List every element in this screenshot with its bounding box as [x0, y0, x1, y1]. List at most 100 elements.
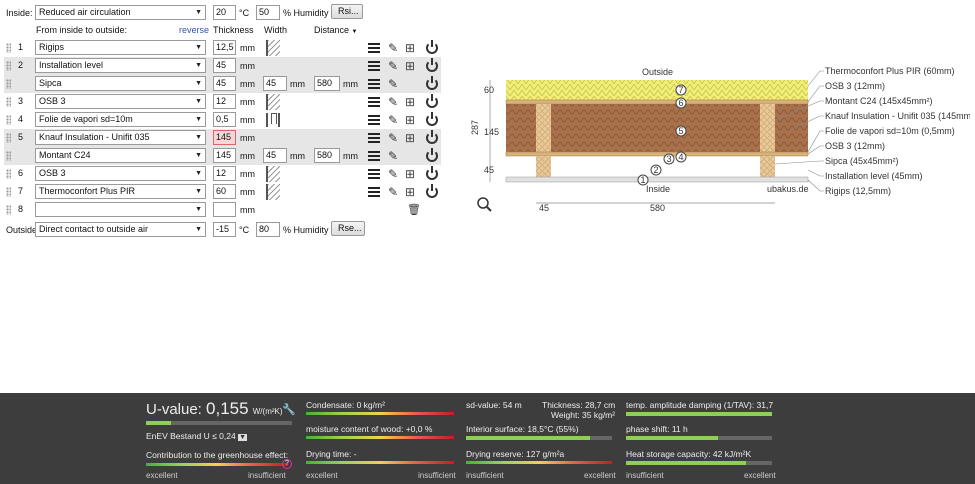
enev-select[interactable]: EnEV Bestand U ≤ 0,24 ▼	[146, 431, 248, 441]
chevron-down-icon: ▼	[195, 62, 202, 69]
u-value: 0,155	[206, 399, 249, 418]
layer-number: 5	[18, 132, 24, 142]
thickness-input[interactable]: 12	[213, 94, 236, 109]
drag-handle-icon[interactable]	[6, 61, 11, 71]
inside-climate-value: Reduced air circulation	[39, 7, 131, 17]
add-sublayer-icon[interactable]: ⊞	[405, 167, 416, 181]
add-sublayer-icon[interactable]: ⊞	[405, 185, 416, 199]
layer-material-select[interactable]: OSB 3 ▼	[35, 166, 206, 181]
rsi-button[interactable]: Rsi...	[331, 4, 363, 19]
menu-icon[interactable]	[368, 97, 380, 107]
layer-material-select[interactable]: OSB 3 ▼	[35, 94, 206, 109]
add-sublayer-icon[interactable]: ⊞	[405, 59, 416, 73]
chevron-down-icon: ▼	[238, 434, 248, 441]
diagram-inside-label: Inside	[646, 184, 670, 194]
layer-material-select[interactable]: Montant C24 ▼	[35, 148, 206, 163]
thickness-input[interactable]: 45	[213, 76, 236, 91]
menu-icon[interactable]	[368, 169, 380, 179]
drag-handle-icon[interactable]	[6, 133, 11, 143]
drag-handle-icon[interactable]	[6, 79, 11, 89]
rse-button[interactable]: Rse...	[331, 221, 365, 236]
menu-icon[interactable]	[368, 151, 380, 161]
outside-climate-select[interactable]: Direct contact to outside air ▼	[35, 222, 206, 237]
distance-input[interactable]: 580	[314, 148, 340, 163]
menu-icon[interactable]	[368, 115, 380, 125]
drag-handle-icon[interactable]	[6, 187, 11, 197]
menu-icon[interactable]	[368, 61, 380, 71]
drag-handle-icon[interactable]	[6, 169, 11, 179]
edit-icon[interactable]: ✎	[388, 59, 399, 73]
thickness-input[interactable]: 145	[213, 130, 236, 145]
u-value-label: U-value:	[146, 401, 202, 418]
reverse-link[interactable]: reverse	[179, 25, 210, 35]
edit-icon[interactable]: ✎	[388, 131, 399, 145]
drag-handle-icon[interactable]	[6, 205, 11, 215]
unit-label: mm	[240, 97, 255, 107]
thickness-input[interactable]: 145	[213, 148, 236, 163]
trash-icon[interactable]: 🗑	[407, 204, 421, 216]
drag-handle-icon[interactable]	[6, 43, 11, 53]
help-icon[interactable]: ?	[282, 459, 292, 469]
thickness-input[interactable]: 12,5	[213, 40, 236, 55]
zoom-icon[interactable]	[477, 197, 492, 212]
layer-material-select[interactable]: Sipca ▼	[35, 76, 206, 91]
width-input[interactable]: 45	[263, 148, 287, 163]
thickness-input[interactable]: 45	[213, 58, 236, 73]
power-icon[interactable]	[426, 148, 438, 162]
drag-handle-icon[interactable]	[6, 151, 11, 161]
layer-material-select[interactable]: Rigips ▼	[35, 40, 206, 55]
chevron-down-icon: ▼	[195, 206, 202, 213]
layer-material-select[interactable]: Folie de vapori sd=10m ▼	[35, 112, 206, 127]
layer-material-select[interactable]: Installation level ▼	[35, 58, 206, 73]
add-sublayer-icon[interactable]: ⊞	[405, 131, 416, 145]
edit-icon[interactable]: ✎	[388, 77, 399, 91]
layer-material-select[interactable]: Knauf Insulation - Unifit 035 ▼	[35, 130, 206, 145]
menu-icon[interactable]	[368, 43, 380, 53]
thickness-input[interactable]: 0,5	[213, 112, 236, 127]
power-icon[interactable]	[426, 76, 438, 90]
add-sublayer-icon[interactable]: ⊞	[405, 113, 416, 127]
power-icon[interactable]	[426, 94, 438, 108]
distance-input[interactable]: 580	[314, 76, 340, 91]
edit-icon[interactable]: ✎	[388, 41, 399, 55]
menu-icon[interactable]	[368, 133, 380, 143]
outside-temp-input[interactable]: -15	[213, 222, 236, 237]
power-icon[interactable]	[426, 184, 438, 198]
dim-width: 45	[539, 203, 549, 213]
drying-time-bar	[306, 461, 454, 464]
layer-row-5: 5 Knauf Insulation - Unifit 035 ▼ 145 mm …	[4, 129, 441, 147]
power-icon[interactable]	[426, 166, 438, 180]
chevron-down-icon: ▼	[195, 170, 202, 177]
power-icon[interactable]	[426, 58, 438, 72]
unit-label: mm	[240, 205, 255, 215]
distance-header[interactable]: Distance ▼	[314, 24, 357, 39]
inside-climate-select[interactable]: Reduced air circulation ▼	[35, 5, 206, 20]
layer-insulation	[506, 104, 808, 152]
power-icon[interactable]	[426, 112, 438, 126]
wrench-icon[interactable]: 🔧	[282, 404, 296, 416]
layer-material-value: Sipca	[39, 78, 62, 88]
thickness-input[interactable]: 60	[213, 184, 236, 199]
width-input[interactable]: 45	[263, 76, 287, 91]
inside-temp-input[interactable]: 20	[213, 5, 236, 20]
thickness-input[interactable]	[213, 202, 236, 217]
marker-text: 3	[667, 154, 672, 164]
layer-material-select[interactable]: Thermoconfort Plus PIR ▼	[35, 184, 206, 199]
add-sublayer-icon[interactable]: ⊞	[405, 41, 416, 55]
thickness-input[interactable]: 12	[213, 166, 236, 181]
add-sublayer-icon[interactable]: ⊞	[405, 95, 416, 109]
power-icon[interactable]	[426, 130, 438, 144]
drag-handle-icon[interactable]	[6, 115, 11, 125]
layer-material-select[interactable]: ▼	[35, 202, 206, 217]
power-icon[interactable]	[426, 40, 438, 54]
drag-handle-icon[interactable]	[6, 97, 11, 107]
menu-icon[interactable]	[368, 79, 380, 89]
outside-humidity-input[interactable]: 80	[256, 222, 280, 237]
edit-icon[interactable]: ✎	[388, 167, 399, 181]
edit-icon[interactable]: ✎	[388, 185, 399, 199]
edit-icon[interactable]: ✎	[388, 113, 399, 127]
inside-humidity-input[interactable]: 50	[256, 5, 280, 20]
menu-icon[interactable]	[368, 187, 380, 197]
edit-icon[interactable]: ✎	[388, 95, 399, 109]
edit-icon[interactable]: ✎	[388, 149, 399, 163]
